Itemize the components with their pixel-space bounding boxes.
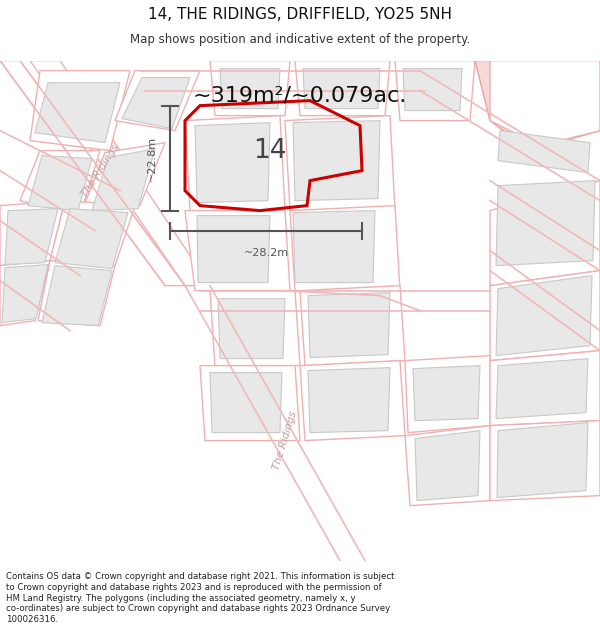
- Polygon shape: [185, 116, 285, 211]
- Polygon shape: [403, 69, 462, 111]
- Polygon shape: [293, 211, 375, 282]
- Polygon shape: [290, 206, 400, 291]
- Polygon shape: [496, 181, 595, 266]
- Polygon shape: [413, 366, 480, 421]
- Polygon shape: [308, 368, 390, 432]
- Polygon shape: [195, 122, 270, 202]
- Polygon shape: [35, 82, 120, 142]
- Polygon shape: [210, 61, 290, 116]
- Polygon shape: [2, 264, 48, 322]
- Polygon shape: [218, 299, 285, 359]
- Polygon shape: [185, 211, 290, 291]
- Text: 100026316.: 100026316.: [6, 615, 58, 624]
- Polygon shape: [5, 209, 58, 264]
- Polygon shape: [0, 61, 185, 286]
- Polygon shape: [490, 61, 600, 146]
- Polygon shape: [42, 266, 112, 326]
- Polygon shape: [200, 366, 300, 441]
- Text: co-ordinates) are subject to Crown copyright and database rights 2023 Ordnance S: co-ordinates) are subject to Crown copyr…: [6, 604, 390, 613]
- Polygon shape: [55, 209, 128, 269]
- Polygon shape: [50, 201, 135, 266]
- Text: Contains OS data © Crown copyright and database right 2021. This information is : Contains OS data © Crown copyright and d…: [6, 572, 395, 581]
- Polygon shape: [496, 359, 588, 419]
- Polygon shape: [285, 116, 395, 211]
- Polygon shape: [496, 276, 592, 356]
- Text: to Crown copyright and database rights 2023 and is reproduced with the permissio: to Crown copyright and database rights 2…: [6, 583, 382, 592]
- Text: The Ridings: The Ridings: [271, 410, 299, 471]
- Polygon shape: [0, 261, 50, 326]
- Polygon shape: [300, 361, 405, 441]
- Text: ~319m²/~0.079ac.: ~319m²/~0.079ac.: [193, 86, 407, 106]
- Polygon shape: [490, 421, 600, 501]
- Polygon shape: [210, 291, 300, 366]
- Polygon shape: [395, 61, 475, 121]
- Polygon shape: [415, 431, 480, 501]
- Polygon shape: [80, 142, 165, 216]
- Text: Map shows position and indicative extent of the property.: Map shows position and indicative extent…: [130, 34, 470, 46]
- Polygon shape: [92, 149, 155, 211]
- Polygon shape: [197, 216, 270, 282]
- Polygon shape: [220, 69, 280, 109]
- Polygon shape: [303, 69, 380, 109]
- Text: ~28.2m: ~28.2m: [244, 248, 289, 258]
- Polygon shape: [490, 271, 600, 361]
- Text: The Ridings: The Ridings: [79, 142, 121, 199]
- Polygon shape: [122, 78, 190, 129]
- Text: ~22.8m: ~22.8m: [147, 136, 157, 181]
- Polygon shape: [210, 372, 282, 432]
- Polygon shape: [30, 61, 210, 286]
- Text: HM Land Registry. The polygons (including the associated geometry, namely x, y: HM Land Registry. The polygons (includin…: [6, 594, 356, 602]
- Polygon shape: [475, 61, 600, 151]
- Polygon shape: [38, 261, 115, 326]
- Polygon shape: [497, 422, 588, 498]
- Polygon shape: [115, 71, 200, 131]
- Polygon shape: [0, 201, 65, 266]
- Polygon shape: [308, 292, 390, 357]
- Polygon shape: [295, 61, 390, 116]
- Polygon shape: [30, 71, 130, 151]
- Text: 14: 14: [253, 138, 287, 164]
- Polygon shape: [405, 356, 490, 432]
- Polygon shape: [300, 286, 405, 366]
- Polygon shape: [498, 131, 590, 173]
- Text: 14, THE RIDINGS, DRIFFIELD, YO25 5NH: 14, THE RIDINGS, DRIFFIELD, YO25 5NH: [148, 7, 452, 22]
- Polygon shape: [20, 151, 100, 216]
- Polygon shape: [28, 156, 92, 211]
- Polygon shape: [405, 426, 490, 506]
- Polygon shape: [293, 121, 380, 201]
- Polygon shape: [490, 351, 600, 426]
- Polygon shape: [490, 181, 600, 286]
